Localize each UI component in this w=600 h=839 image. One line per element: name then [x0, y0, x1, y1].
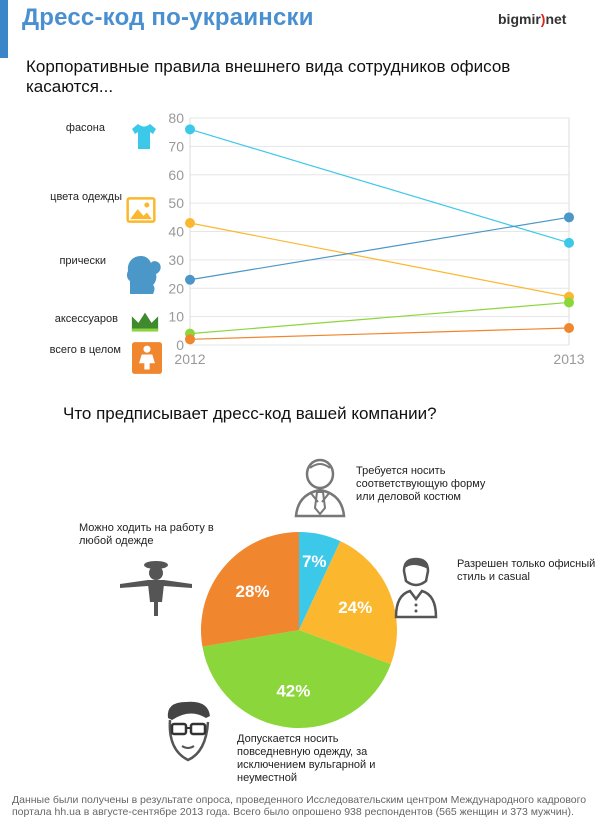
series-line [189, 128, 570, 244]
nerd-face-icon [160, 698, 220, 775]
person-icon [132, 342, 162, 374]
page-title: Дресс-код по-украински [22, 4, 314, 31]
series-line [189, 222, 570, 298]
accent-bar [0, 0, 8, 58]
data-point [185, 334, 195, 345]
data-point [185, 217, 195, 228]
y-tick-label: 60 [168, 167, 184, 183]
casual-man-icon [392, 557, 440, 624]
line-chart-title: Корпоративные правила внешнего вида сотр… [26, 57, 511, 96]
x-axis-ticks: 2012 2013 [174, 351, 584, 367]
x-tick-label: 2013 [553, 351, 584, 367]
series-line [189, 301, 570, 335]
pie-note-office-casual: Разрешен только офисный стиль и casual [457, 558, 596, 583]
series-line [189, 216, 570, 281]
legend-label-fason: фасона [65, 122, 105, 134]
y-axis-ticks: 0 10 20 30 40 50 60 70 80 [168, 110, 184, 353]
data-point [564, 297, 574, 308]
legend-label-hair: прически [59, 255, 106, 267]
series-lines [189, 128, 570, 340]
x-tick-label: 2012 [174, 351, 205, 367]
y-tick-label: 20 [168, 280, 184, 296]
logo-paren: ) [540, 11, 546, 27]
pie-slice [299, 532, 341, 630]
hairstyle-head-icon [123, 254, 163, 296]
businessman-icon [290, 458, 354, 525]
crown-icon [130, 306, 160, 336]
y-tick-label: 0 [176, 337, 184, 353]
pie-slice-label: 24% [338, 598, 372, 617]
y-tick-label: 80 [168, 110, 184, 126]
y-tick-label: 50 [168, 195, 184, 211]
pie-slice-label: 28% [236, 582, 270, 601]
y-tick-label: 40 [168, 224, 184, 240]
legend-label-overall: всего в целом [49, 344, 121, 356]
pie-note-everyday: Допускается носить повседневную одежду, … [237, 733, 376, 784]
chart-grid [189, 117, 570, 346]
y-tick-label: 10 [168, 309, 184, 325]
pie-chart-title: Что предписывает дресс-код вашей компани… [63, 404, 437, 423]
pie-slice-label: 7% [302, 552, 327, 571]
picture-icon [126, 195, 156, 225]
pie-slice [299, 541, 397, 665]
pie-slices [200, 532, 397, 728]
pie-slice [200, 532, 299, 647]
scarecrow-icon [118, 560, 194, 623]
tshirt-icon [129, 121, 159, 151]
pie-note-any-clothes: Можно ходить на работу в любой одежде [79, 522, 214, 547]
legend-label-color: цвета одежды [50, 191, 122, 203]
y-tick-label: 70 [168, 138, 184, 154]
y-tick-label: 30 [168, 252, 184, 268]
pie-note-uniform: Требуется носить соответствующую форму и… [356, 465, 486, 503]
data-point [185, 274, 195, 285]
pie-labels: 7% 24% 42% 28% [236, 552, 373, 700]
brand-logo[interactable]: bigmir)net [498, 11, 566, 27]
data-point [564, 322, 574, 333]
data-point [564, 237, 574, 248]
series-points [185, 124, 574, 345]
line-chart: 0 10 20 30 40 50 60 70 80 2012 2013 [168, 110, 584, 367]
pie-slice [202, 630, 391, 728]
series-line [189, 327, 570, 340]
pie-slice-label: 42% [276, 681, 310, 700]
logo-text-start: bigmir [498, 11, 541, 27]
data-point [185, 124, 195, 135]
data-point [564, 212, 574, 223]
footer-note: Данные были получены в результате опроса… [12, 794, 587, 818]
logo-text-end: net [545, 11, 567, 27]
legend-label-accessories: аксессуаров [54, 313, 118, 325]
pie-chart: 7% 24% 42% 28% [200, 532, 397, 728]
